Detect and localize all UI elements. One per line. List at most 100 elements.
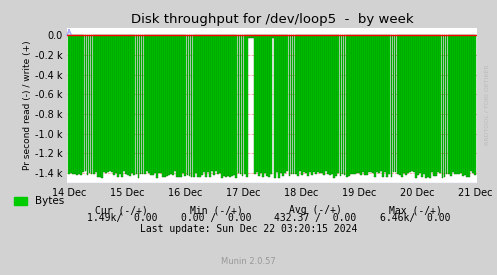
Bar (172, 35, 174, 175)
Bar (364, 35, 366, 175)
Bar (115, 35, 117, 173)
Bar (401, 35, 403, 177)
Bar (199, 35, 201, 177)
Bar (405, 35, 407, 175)
Bar (70, 35, 72, 173)
Bar (240, 35, 242, 174)
Bar (225, 35, 227, 177)
Bar (403, 35, 405, 173)
Bar (437, 35, 439, 172)
Bar (278, 35, 280, 178)
Bar (217, 35, 219, 174)
Bar (384, 35, 386, 172)
Bar (427, 35, 429, 177)
Bar (331, 35, 333, 174)
Bar (268, 35, 270, 177)
Bar (370, 35, 372, 172)
Bar (330, 35, 331, 175)
Bar (178, 35, 180, 177)
Text: 0.00 /  0.00: 0.00 / 0.00 (181, 213, 251, 223)
Bar (462, 35, 464, 176)
Bar (188, 35, 190, 176)
Text: Avg (-/+): Avg (-/+) (289, 205, 342, 215)
Bar (197, 35, 199, 177)
Y-axis label: Pr second read (-) / write (+): Pr second read (-) / write (+) (23, 40, 32, 170)
Bar (448, 35, 449, 174)
Bar (301, 35, 303, 175)
Bar (415, 35, 417, 178)
Bar (423, 35, 425, 174)
Bar (205, 35, 207, 177)
Bar (409, 35, 411, 172)
Bar (339, 35, 341, 176)
Bar (419, 35, 421, 173)
Bar (333, 35, 335, 178)
Bar (221, 35, 223, 178)
Bar (433, 35, 435, 177)
Bar (164, 35, 166, 177)
Bar (315, 35, 317, 174)
Bar (368, 35, 370, 172)
Bar (289, 35, 290, 176)
Bar (146, 35, 148, 171)
Text: Cur (-/+): Cur (-/+) (95, 205, 148, 215)
Bar (150, 35, 152, 175)
Text: Last update: Sun Dec 22 03:20:15 2024: Last update: Sun Dec 22 03:20:15 2024 (140, 224, 357, 234)
Bar (168, 35, 170, 175)
Bar (350, 35, 351, 174)
Bar (219, 35, 221, 173)
Bar (195, 35, 196, 174)
Bar (458, 35, 460, 174)
Bar (127, 35, 129, 175)
Bar (138, 35, 140, 178)
Bar (107, 35, 109, 172)
Text: 6.46k/  0.00: 6.46k/ 0.00 (380, 213, 450, 223)
Bar (313, 35, 315, 172)
Bar (291, 35, 292, 174)
Bar (429, 35, 431, 178)
Bar (256, 35, 258, 172)
Bar (393, 35, 395, 172)
Bar (454, 35, 456, 174)
Bar (435, 35, 437, 175)
Bar (166, 35, 168, 176)
Bar (328, 35, 329, 174)
Bar (68, 35, 70, 174)
Bar (180, 35, 182, 177)
Bar (242, 35, 244, 176)
Text: 1.49k/  0.00: 1.49k/ 0.00 (86, 213, 157, 223)
Bar (272, 35, 274, 38)
Bar (391, 35, 393, 177)
Bar (234, 35, 235, 175)
Bar (395, 35, 397, 172)
Bar (182, 35, 184, 174)
Bar (213, 35, 215, 175)
Bar (134, 35, 135, 175)
Bar (317, 35, 319, 172)
Bar (238, 35, 240, 173)
Bar (190, 35, 192, 177)
Bar (105, 35, 107, 173)
Text: Max (-/+): Max (-/+) (389, 205, 441, 215)
Bar (246, 35, 248, 177)
Bar (193, 35, 194, 177)
Bar (86, 35, 88, 175)
Bar (354, 35, 356, 174)
Bar (466, 35, 468, 177)
Bar (374, 35, 376, 177)
Bar (348, 35, 349, 176)
Bar (356, 35, 358, 174)
Bar (211, 35, 213, 171)
Bar (295, 35, 297, 174)
Bar (450, 35, 452, 176)
Bar (254, 35, 255, 174)
Bar (284, 35, 286, 173)
Bar (72, 35, 74, 174)
Bar (250, 35, 251, 38)
Bar (441, 35, 443, 178)
Bar (113, 35, 115, 175)
Bar (343, 35, 345, 175)
Bar (299, 35, 301, 171)
Bar (203, 35, 205, 172)
Bar (362, 35, 364, 172)
